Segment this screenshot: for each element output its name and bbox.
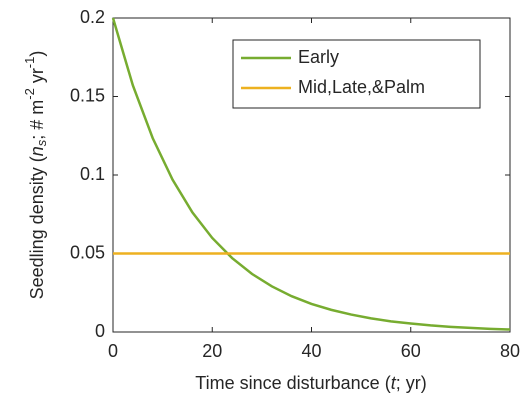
legend-label: Early [298,47,339,67]
y-label-part: Seedling density ( [27,156,47,299]
y-label-part: n [27,146,47,156]
x-tick-label: 40 [301,341,321,361]
series-line [111,17,511,331]
y-label-part: -1 [22,57,37,69]
y-label-part: -2 [22,88,37,100]
x-tick-label: 60 [401,341,421,361]
y-label-part: ) [27,51,47,57]
legend-box [232,39,481,109]
y-tick-label: 0.05 [70,242,105,262]
x-label-part: ; yr) [396,373,427,393]
x-label-part: t [391,373,397,393]
y-label-part: yr [27,68,47,88]
x-tick-label: 0 [108,341,118,361]
y-tick-label: 0.1 [80,164,105,184]
y-tick-label: 0.2 [80,7,105,27]
y-axis-label: Seedling density (ns; # m-2 yr-1) [22,51,49,300]
x-tick-label: 20 [202,341,222,361]
y-tick-label: 0 [95,321,105,341]
x-label-part: Time since disturbance ( [195,373,390,393]
legend-label: Mid,Late,&Palm [298,77,425,97]
y-label-part: ; # m [27,100,47,140]
x-axis-label: Time since disturbance (t; yr) [195,373,426,393]
x-tick-label: 80 [500,341,520,361]
y-tick-label: 0.15 [70,85,105,105]
y-label-part: s [34,139,49,146]
